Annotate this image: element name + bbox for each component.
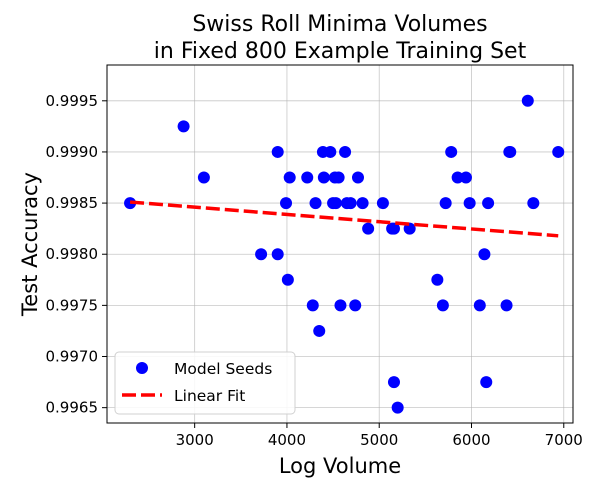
- data-point: [480, 376, 493, 389]
- x-tick-label: 5000: [360, 431, 398, 449]
- chart-title-line-2: in Fixed 800 Example Training Set: [154, 39, 527, 64]
- data-point: [376, 197, 389, 210]
- data-point: [281, 273, 294, 286]
- data-point: [436, 299, 449, 312]
- fit-line-group: [129, 200, 559, 238]
- data-point: [459, 171, 472, 184]
- legend-box: [114, 351, 296, 415]
- y-tick-label: 0.9965: [46, 399, 99, 417]
- chart-title-line-1: Swiss Roll Minima Volumes: [192, 12, 487, 37]
- y-tick-label: 0.9990: [46, 143, 99, 161]
- data-point: [309, 197, 322, 210]
- legend-label-model-seeds: Model Seeds: [174, 360, 272, 378]
- data-point: [478, 248, 491, 261]
- data-point: [334, 299, 347, 312]
- data-point: [387, 376, 400, 389]
- data-points: [124, 94, 565, 414]
- x-tick-label: 7000: [545, 431, 583, 449]
- x-tick-label: 6000: [452, 431, 490, 449]
- linear-fit-line: [129, 200, 559, 238]
- legend-label-linear-fit: Linear Fit: [174, 387, 245, 405]
- y-tick-label: 0.9995: [46, 92, 99, 110]
- data-point: [301, 171, 314, 184]
- legend-marker-model-seeds: [136, 362, 148, 374]
- x-axis-ticks: 3000 4000 5000 6000 7000: [176, 423, 583, 449]
- data-point: [439, 197, 452, 210]
- data-point: [344, 197, 357, 210]
- data-point: [356, 197, 369, 210]
- data-point: [431, 273, 444, 286]
- data-point: [527, 197, 540, 210]
- x-tick-label: 4000: [268, 431, 306, 449]
- data-point: [391, 401, 404, 414]
- data-point: [197, 171, 210, 184]
- data-point: [339, 145, 352, 158]
- data-point: [521, 94, 534, 107]
- data-point: [387, 222, 400, 235]
- data-point: [329, 197, 342, 210]
- data-point: [351, 171, 364, 184]
- x-tick-label: 3000: [176, 431, 214, 449]
- y-tick-label: 0.9975: [46, 296, 99, 314]
- data-point: [500, 299, 513, 312]
- y-axis-ticks: 0.9965 0.9970 0.9975 0.9980 0.9985 0.9990 0.99…: [46, 92, 107, 417]
- data-point: [332, 171, 345, 184]
- data-point: [473, 299, 486, 312]
- data-point: [362, 222, 375, 235]
- data-point: [552, 145, 565, 158]
- data-point: [255, 248, 268, 261]
- data-point: [317, 171, 330, 184]
- data-point: [271, 145, 284, 158]
- legend: Model Seeds Linear Fit: [114, 351, 296, 415]
- data-point: [313, 324, 326, 337]
- data-point: [451, 171, 464, 184]
- data-point: [283, 171, 296, 184]
- plot-frame: [106, 64, 574, 424]
- data-point: [349, 299, 362, 312]
- data-point: [306, 299, 319, 312]
- y-tick-label: 0.9970: [46, 348, 99, 366]
- x-axis-label: Log Volume: [279, 454, 401, 478]
- y-tick-label: 0.9980: [46, 245, 99, 263]
- data-point: [177, 120, 190, 133]
- data-point: [280, 197, 293, 210]
- data-point: [324, 145, 337, 158]
- data-point: [403, 222, 416, 235]
- y-tick-label: 0.9985: [46, 194, 99, 212]
- data-point: [445, 145, 458, 158]
- data-point: [504, 145, 517, 158]
- data-point: [271, 248, 284, 261]
- y-axis-label: Test Accuracy: [18, 172, 42, 317]
- data-point: [463, 197, 476, 210]
- data-point: [482, 197, 495, 210]
